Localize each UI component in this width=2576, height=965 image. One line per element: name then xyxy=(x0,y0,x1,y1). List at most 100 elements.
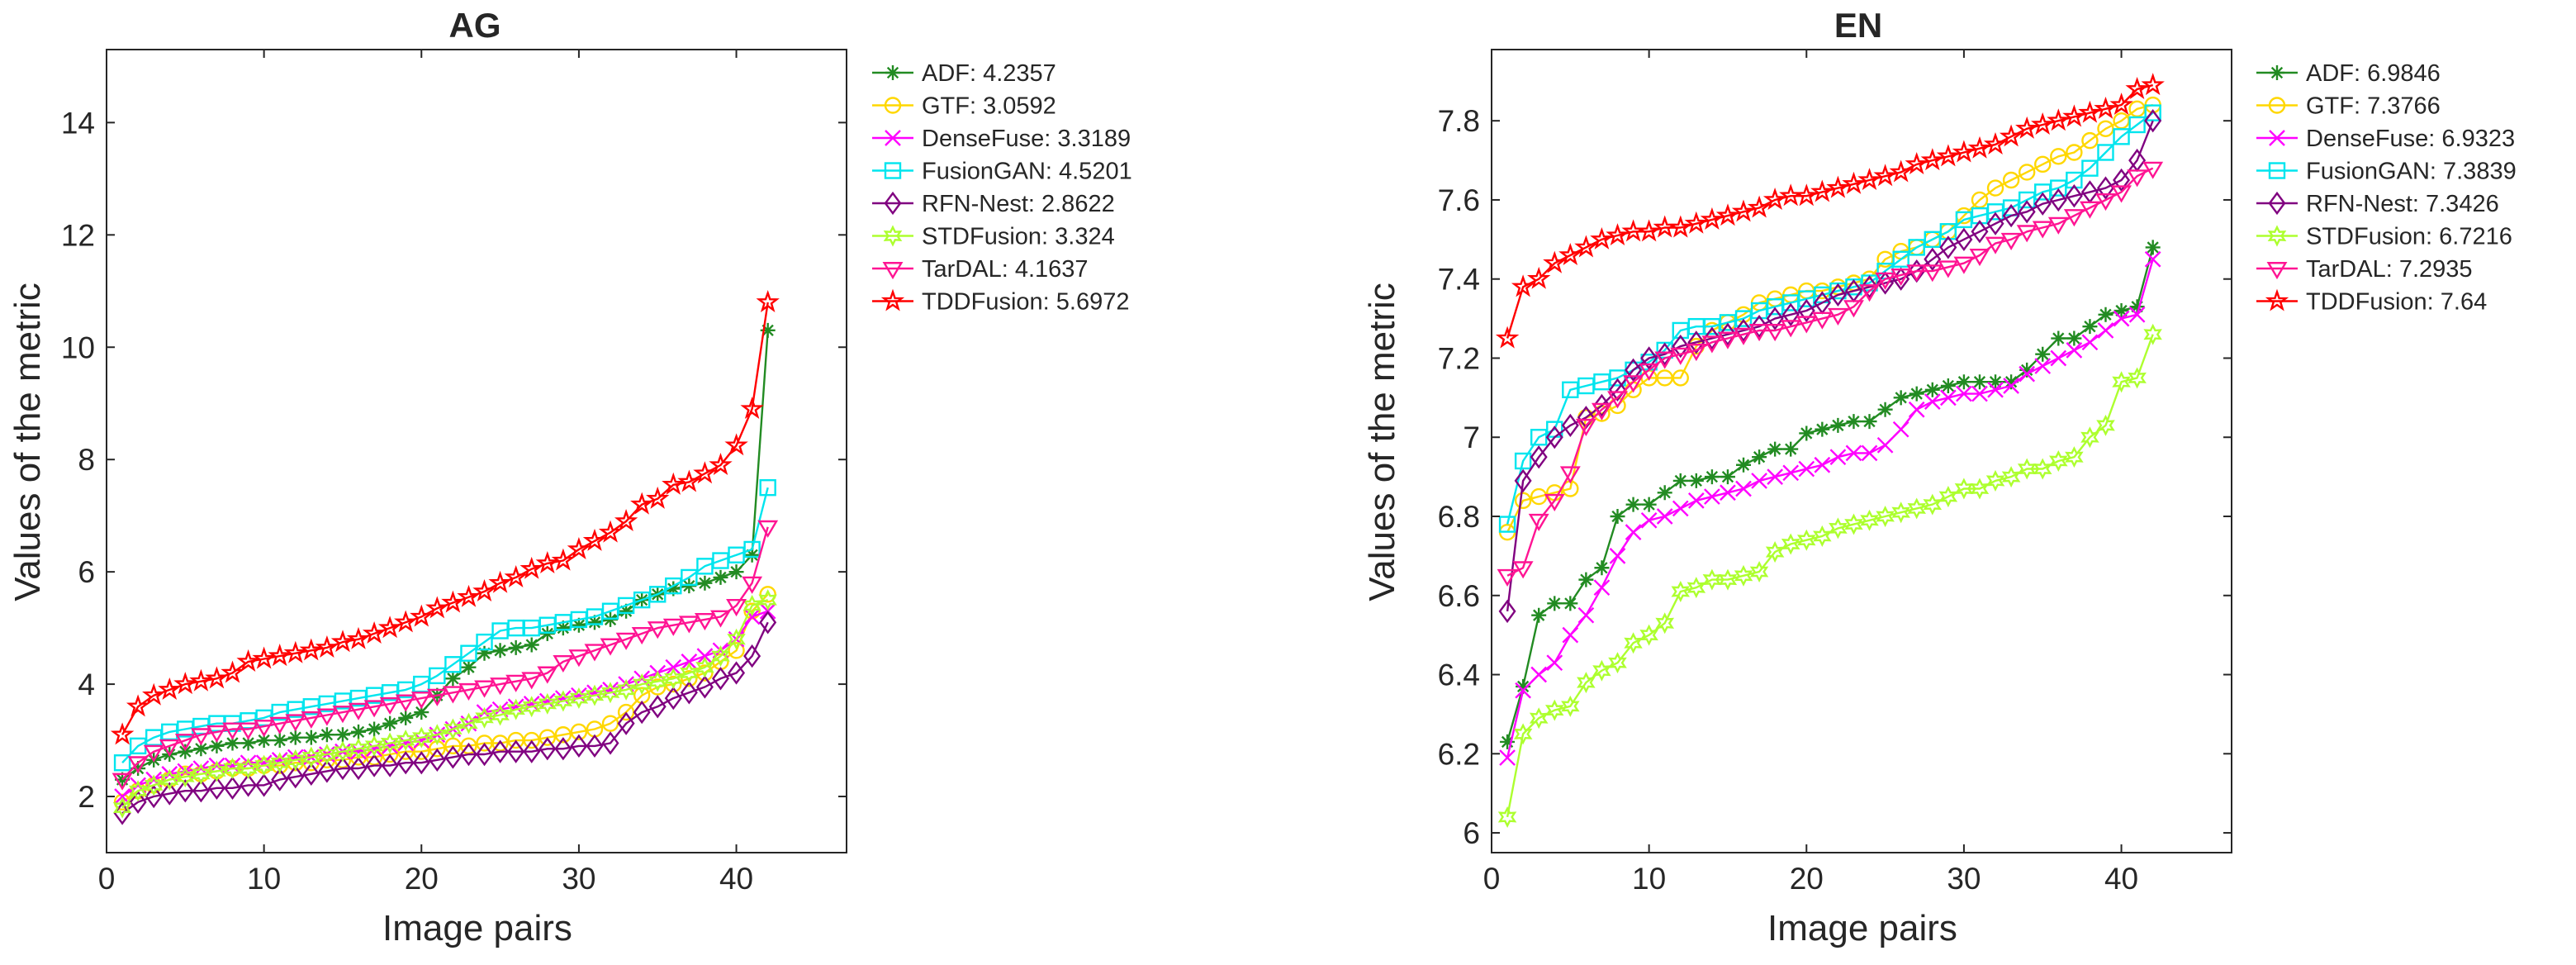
data-point xyxy=(238,722,259,740)
data-point xyxy=(1656,508,1673,525)
data-point xyxy=(728,642,745,659)
data-point xyxy=(1547,596,1563,611)
data-point xyxy=(1813,525,1832,547)
series-line xyxy=(1506,167,2154,577)
data-point xyxy=(1686,343,1707,362)
data-point xyxy=(444,745,462,769)
legend-marker xyxy=(884,191,902,216)
data-point xyxy=(349,756,368,781)
data-point xyxy=(567,537,591,560)
y-tick-label: 7.4 xyxy=(1438,263,1480,297)
data-point xyxy=(1873,164,1897,187)
data-point xyxy=(410,692,432,710)
y-tick-label: 7.6 xyxy=(1438,183,1480,217)
data-point xyxy=(663,668,683,690)
data-point xyxy=(2051,330,2066,346)
data-point xyxy=(1971,220,1989,244)
data-point xyxy=(1986,212,2004,235)
data-point xyxy=(1544,699,1564,721)
data-point xyxy=(442,686,463,704)
legend-entry: GTF: 7.3766 xyxy=(2306,93,2441,120)
data-point xyxy=(221,660,244,683)
y-tick-label: 12 xyxy=(61,218,95,252)
legend-entry: ADF: 4.2357 xyxy=(922,60,1056,87)
x-tick-label: 20 xyxy=(1790,862,1824,896)
legend-marker xyxy=(2267,225,2287,247)
data-point xyxy=(1703,326,1721,350)
data-point xyxy=(209,738,225,753)
data-point xyxy=(254,754,273,777)
data-point xyxy=(444,656,462,673)
data-point xyxy=(1529,707,1549,730)
data-point xyxy=(491,704,510,726)
data-point xyxy=(1657,485,1672,501)
y-tick-label: 7 xyxy=(1463,421,1480,454)
data-point xyxy=(1891,502,1910,524)
data-point xyxy=(351,724,367,739)
data-point xyxy=(1907,497,1927,520)
data-point xyxy=(2113,128,2130,145)
chart-en-x-axis-label: Image pairs xyxy=(1767,908,1957,948)
data-point xyxy=(2050,349,2067,367)
series-densefuse xyxy=(1499,250,2161,766)
data-point xyxy=(1747,195,1772,218)
data-point xyxy=(586,734,604,758)
data-point xyxy=(444,718,463,740)
data-point xyxy=(1609,548,1626,564)
data-point xyxy=(1516,678,1531,694)
data-point xyxy=(1810,179,1834,202)
data-point xyxy=(127,756,149,774)
x-tick-label: 30 xyxy=(1947,862,1981,896)
data-point xyxy=(287,765,305,789)
data-point xyxy=(349,738,368,760)
y-tick-label: 2 xyxy=(78,780,95,814)
data-point xyxy=(1607,391,1628,409)
data-point xyxy=(317,744,337,766)
data-point xyxy=(2082,319,2098,335)
legend-entry: TDDFusion: 7.64 xyxy=(2306,289,2487,316)
data-point xyxy=(252,646,276,669)
series-tddfusion xyxy=(1495,73,2165,349)
data-point xyxy=(1515,682,1531,699)
data-point xyxy=(756,289,780,312)
x-tick-label: 0 xyxy=(1483,862,1501,896)
data-point xyxy=(1920,148,1944,171)
data-point xyxy=(724,433,748,456)
data-point xyxy=(476,633,493,651)
data-point xyxy=(519,556,543,579)
data-point xyxy=(2050,148,2067,165)
x-tick-label: 20 xyxy=(405,862,439,896)
data-point xyxy=(192,763,211,785)
data-point xyxy=(1497,568,1518,587)
legend-marker xyxy=(2268,97,2286,114)
legend-entry: STDFusion: 3.324 xyxy=(922,224,1115,250)
data-point xyxy=(1843,300,1864,318)
data-point xyxy=(598,520,623,543)
data-point xyxy=(1514,492,1532,510)
data-point xyxy=(538,692,557,715)
data-point xyxy=(1781,533,1800,555)
data-point xyxy=(1687,492,1705,509)
data-point xyxy=(538,737,557,761)
data-point xyxy=(1623,375,1644,393)
y-tick-label: 8 xyxy=(78,443,95,477)
data-point xyxy=(1668,215,1692,238)
data-point xyxy=(457,584,481,607)
data-point xyxy=(239,758,258,780)
data-point xyxy=(1986,179,2004,197)
data-point xyxy=(2019,362,2035,378)
data-point xyxy=(477,645,492,661)
x-tick-label: 0 xyxy=(98,862,116,896)
data-point xyxy=(1767,468,1783,485)
data-point xyxy=(696,664,714,682)
data-point xyxy=(158,677,182,700)
data-point xyxy=(1625,524,1642,541)
data-point xyxy=(1495,326,1520,349)
data-point xyxy=(1956,374,1971,390)
data-point xyxy=(429,667,446,685)
data-point xyxy=(1924,382,1940,397)
data-point xyxy=(1592,393,1611,418)
data-point xyxy=(189,668,213,692)
data-point xyxy=(600,682,620,704)
data-point xyxy=(1829,517,1848,540)
